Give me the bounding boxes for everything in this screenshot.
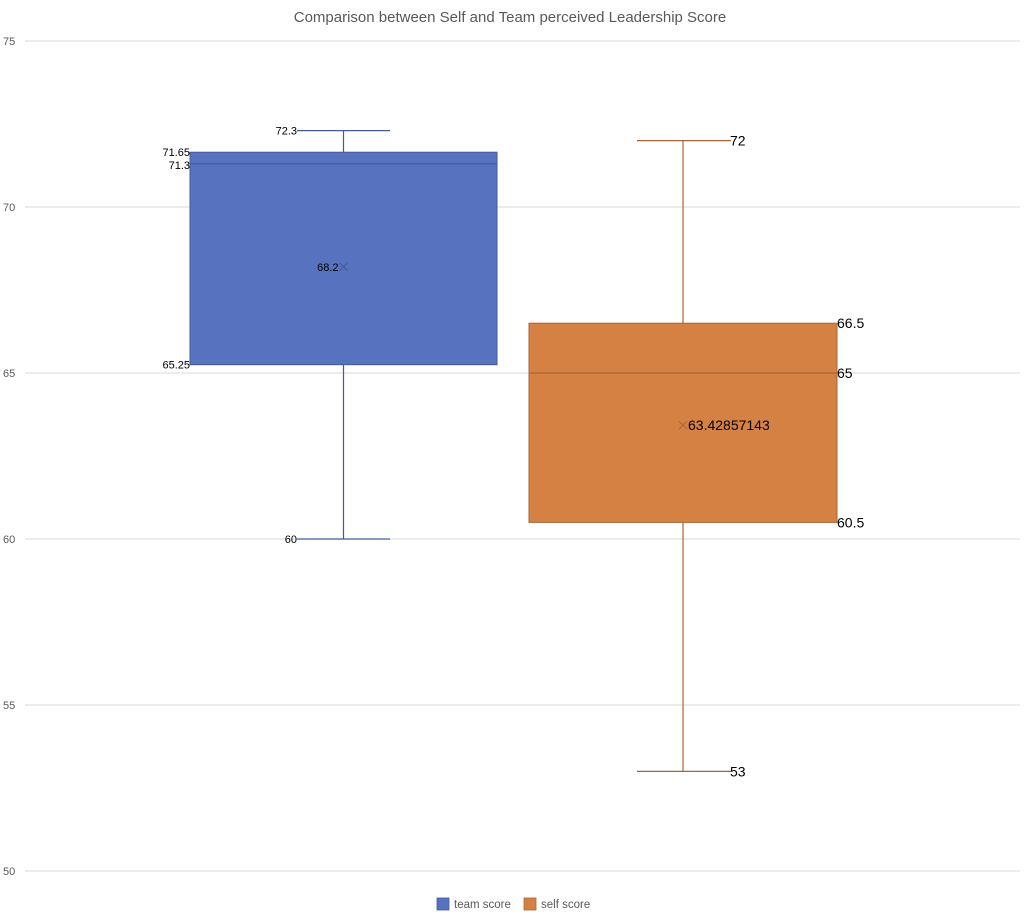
median-label: 65	[837, 365, 853, 381]
y-tick-label-65: 65	[3, 368, 15, 380]
legend-label: self score	[541, 899, 590, 911]
legend-label: team score	[454, 899, 511, 911]
max-label: 72.3	[276, 126, 297, 138]
q3-label: 66.5	[837, 315, 864, 331]
legend-swatch	[523, 897, 537, 911]
y-axis-tick-labels: 50 55 60 65 70 75	[3, 36, 15, 878]
y-tick-label-75: 75	[3, 36, 15, 48]
y-tick-label-60: 60	[3, 534, 15, 546]
mean-marker	[339, 262, 348, 272]
legend-swatch	[436, 897, 450, 911]
iqr-box	[189, 151, 498, 366]
mean-label: 63.42857143	[688, 417, 770, 433]
min-label: 60	[285, 534, 297, 546]
min-label: 53	[730, 763, 746, 779]
q1-label: 60.5	[837, 514, 864, 530]
mean-label: 68.2	[317, 262, 338, 274]
y-tick-label-50: 50	[3, 866, 15, 878]
box-self-score: 72 53 66.5 65 60.5 63.42857143	[528, 133, 864, 779]
mean-marker	[678, 420, 688, 430]
q3-label: 71.65	[162, 147, 190, 159]
legend-item-team-score: team score	[436, 897, 511, 911]
y-tick-label-55: 55	[3, 700, 15, 712]
y-tick-label-70: 70	[3, 202, 15, 214]
legend-item-self-score: self score	[523, 897, 590, 911]
iqr-box	[528, 322, 838, 523]
max-label: 72	[730, 133, 746, 149]
legend: team score self score	[436, 897, 590, 911]
chart-title: Comparison between Self and Team perceiv…	[294, 9, 726, 26]
median-label: 71.3	[169, 160, 190, 172]
q1-label: 65.25	[162, 360, 190, 372]
